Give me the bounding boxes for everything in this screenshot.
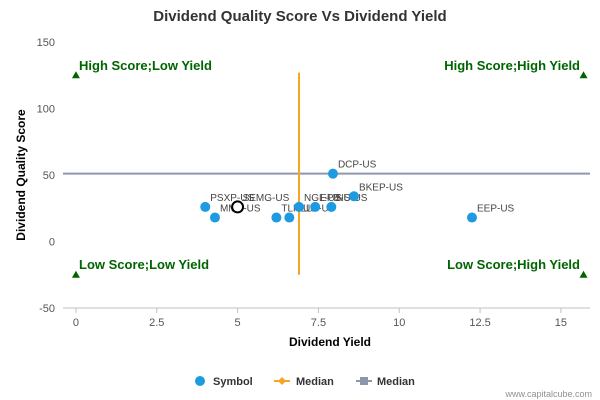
point-label: BKEP-US: [359, 182, 403, 193]
quadrant-label-top-right: High Score;High Yield: [444, 58, 580, 73]
data-point[interactable]: EPB-US: [310, 193, 358, 212]
point-marker: [271, 212, 282, 223]
quadrant-labels: High Score;Low Yield High Score;High Yie…: [71, 58, 588, 278]
point-label: PSXP-US: [210, 193, 254, 204]
data-point[interactable]: NGL-US: [294, 193, 342, 212]
legend-median-score-marker: [360, 377, 368, 385]
quadrant-label-bottom-right: Low Score;High Yield: [447, 257, 580, 272]
point-marker: [327, 168, 338, 179]
point-marker: [466, 212, 477, 223]
y-tick-label: -50: [39, 303, 55, 315]
legend-item-median-yield[interactable]: Median: [274, 376, 334, 388]
quadrant-marker-bottom-left: [71, 270, 80, 278]
x-tick-label: 5: [235, 317, 241, 329]
quadrant-marker-bottom-right: [579, 270, 588, 278]
credit-text: www.capitalcube.com: [504, 389, 592, 399]
y-tick-label: 50: [43, 170, 55, 182]
y-tick-label: 150: [37, 37, 55, 49]
quadrant-label-bottom-left: Low Score;Low Yield: [79, 257, 209, 272]
y-tick-label: 0: [49, 237, 55, 249]
x-tick-label: 15: [555, 317, 567, 329]
point-label: NGL-US: [304, 193, 342, 204]
highlighted-point-marker: [231, 200, 245, 214]
quadrant-marker-top-right: [579, 71, 588, 79]
legend-item-median-score[interactable]: Median: [356, 376, 415, 388]
quadrant-marker-top-left: [71, 71, 80, 79]
legend-item-symbol[interactable]: Symbol: [195, 376, 253, 388]
chart-title: Dividend Quality Score Vs Dividend Yield: [153, 8, 446, 25]
legend: Symbol Median Median: [195, 376, 415, 388]
point-marker: [348, 191, 359, 202]
x-tick-label: 12.5: [469, 317, 490, 329]
y-tick-label: 100: [37, 104, 55, 116]
data-point[interactable]: DCP-US: [327, 160, 377, 179]
y-axis-title: Dividend Quality Score: [14, 109, 28, 241]
quadrant-label-top-left: High Score;Low Yield: [79, 58, 212, 73]
point-label: DCP-US: [338, 160, 377, 171]
data-point[interactable]: EEP-US: [466, 204, 515, 223]
point-label: EEP-US: [477, 204, 515, 215]
point-marker: [294, 201, 305, 212]
point-marker: [200, 201, 211, 212]
data-points: PSXP-USMMP-USSEMG-USTLP-USTLLP-USNGL-USE…: [200, 160, 515, 223]
x-axis-ticks: 0 2.5 5 7.5 10 12.5 15: [73, 308, 567, 329]
data-point[interactable]: BKEP-US: [348, 182, 403, 202]
y-axis-ticks: 150 100 50 0 -50: [37, 37, 55, 315]
point-marker: [326, 201, 337, 212]
x-tick-label: 2.5: [149, 317, 164, 329]
point-marker: [209, 212, 220, 223]
point-label: EPB-US: [320, 193, 358, 204]
point-marker: [310, 201, 321, 212]
legend-symbol-label: Symbol: [213, 376, 253, 388]
data-point[interactable]: SEMG-US: [231, 193, 290, 214]
legend-symbol-marker: [195, 376, 205, 386]
x-axis-title: Dividend Yield: [289, 335, 371, 349]
x-tick-label: 10: [393, 317, 405, 329]
point-label: SEMG-US: [243, 193, 290, 204]
point-marker: [284, 212, 295, 223]
legend-median-yield-label: Median: [296, 376, 334, 388]
data-point[interactable]: PSXP-US: [200, 193, 254, 212]
x-tick-label: 0: [73, 317, 79, 329]
legend-median-yield-marker: [278, 377, 286, 385]
x-tick-label: 7.5: [311, 317, 326, 329]
legend-median-score-label: Median: [377, 376, 415, 388]
